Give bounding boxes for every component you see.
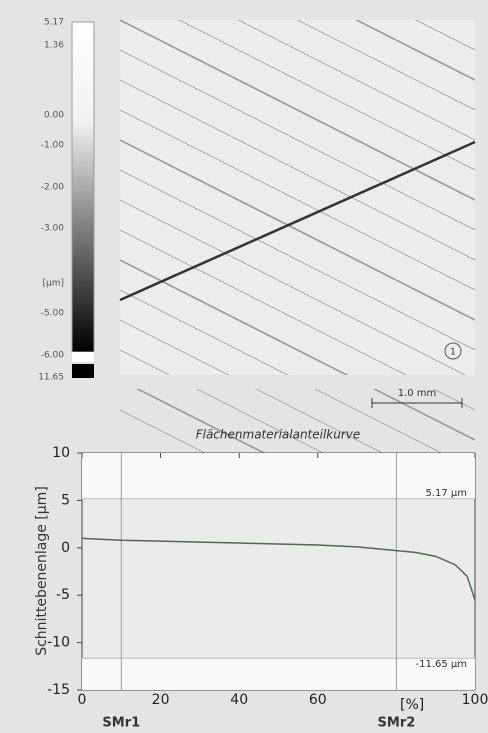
scratch-line [119, 259, 476, 441]
scratch-line [119, 19, 476, 201]
x-tick-label: 40 [230, 692, 248, 708]
colorbar-label: 11.65 [38, 373, 64, 383]
y-tick-label: 10 [52, 445, 70, 461]
marker-label: 1 [450, 348, 456, 358]
x-axis-label: [%] [400, 697, 424, 713]
marker-circle [444, 342, 462, 360]
x-tick-label: 100 [462, 692, 488, 708]
x-tick-label: 0 [78, 692, 87, 708]
marker-label: SMr1 [102, 716, 140, 731]
colorbar-label: -2.00 [41, 183, 65, 193]
y-tick-label: -15 [47, 682, 70, 698]
band-lower [82, 658, 475, 690]
y-tick-label: -5 [56, 587, 70, 603]
surface-image [119, 0, 476, 591]
x-tick-label: 60 [309, 692, 327, 708]
colorbar-label: 5.17 [44, 18, 64, 28]
y-tick-label: -10 [47, 635, 70, 651]
colorbar-label: -5.00 [41, 309, 65, 319]
scale-bar-label: 1.0 mm [398, 388, 437, 399]
reference-label: -11.65 µm [415, 659, 467, 670]
scratch-line [119, 109, 476, 291]
reference-label: 5.17 µm [425, 488, 467, 499]
colorbar-label: -3.00 [41, 224, 65, 234]
colorbar-label: 0.00 [44, 111, 64, 121]
scratch-line [119, 169, 476, 351]
y-axis-label: Schnittebenenlage [µm] [34, 486, 50, 656]
colorbar [71, 21, 95, 378]
scratch-line [119, 199, 476, 381]
curve [81, 537, 476, 601]
colorbar-label: -1.00 [41, 141, 65, 151]
scratch-line [119, 139, 476, 321]
y-tick-label: 0 [61, 540, 70, 556]
scratch-line [119, 49, 476, 231]
x-tick-label: 20 [152, 692, 170, 708]
marker-label: SMr2 [378, 716, 416, 731]
colorbar-label: 1.36 [44, 41, 64, 51]
colorbar-label: [µm] [42, 279, 64, 289]
chart-title: Flächenmaterialanteilkurve [196, 428, 361, 442]
mask [120, 375, 476, 389]
profile-line [119, 140, 476, 302]
y-tick-label: 5 [61, 492, 70, 508]
scratch-line [119, 79, 476, 261]
mask [475, 0, 488, 380]
mask [100, 0, 488, 20]
band-upper [82, 453, 475, 499]
mask [100, 0, 120, 380]
scratch-line [198, 0, 476, 141]
colorbar-label: -6.00 [41, 351, 65, 361]
scratch-line [315, 0, 476, 81]
